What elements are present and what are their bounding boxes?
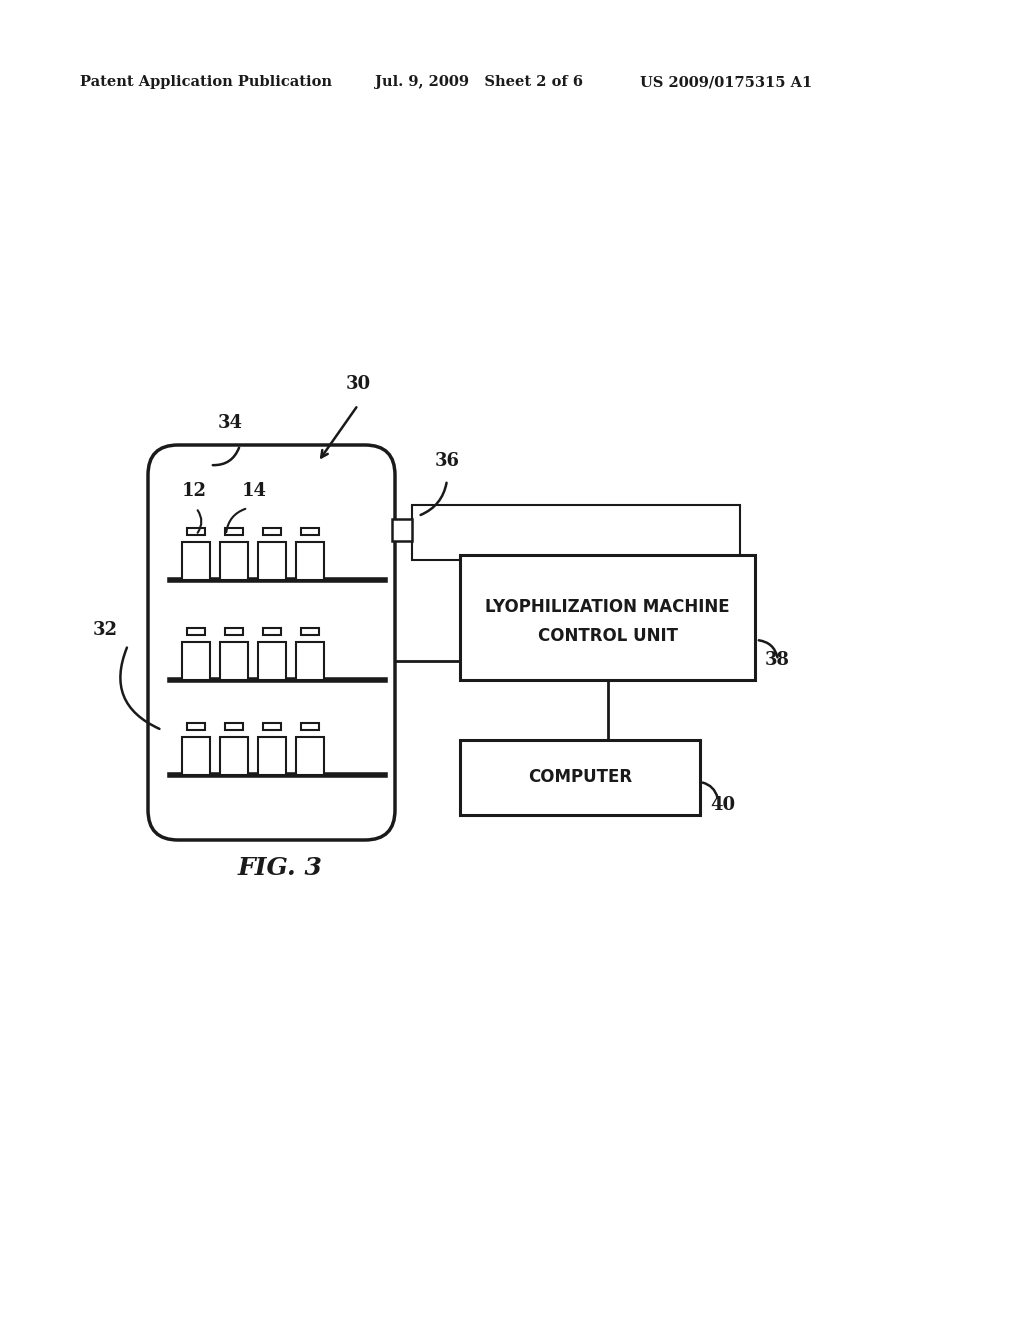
Bar <box>263 628 281 635</box>
Text: CONTROL UNIT: CONTROL UNIT <box>538 627 678 645</box>
Text: 40: 40 <box>710 796 735 814</box>
Bar <box>296 642 324 680</box>
Bar <box>225 628 243 635</box>
Bar <box>412 506 740 560</box>
Bar <box>182 642 210 680</box>
Text: 12: 12 <box>182 482 207 500</box>
Bar <box>263 723 281 730</box>
Text: LYOPHILIZATION MACHINE: LYOPHILIZATION MACHINE <box>485 598 730 616</box>
Text: 14: 14 <box>242 482 267 500</box>
Bar <box>258 737 286 775</box>
Bar <box>225 528 243 535</box>
Bar <box>220 543 248 579</box>
Bar <box>460 741 700 814</box>
Bar <box>187 628 205 635</box>
Text: 38: 38 <box>765 651 790 669</box>
FancyBboxPatch shape <box>148 445 395 840</box>
Text: FIG. 3: FIG. 3 <box>238 855 323 880</box>
Text: 30: 30 <box>345 375 371 393</box>
Bar <box>182 737 210 775</box>
Bar <box>220 642 248 680</box>
Bar <box>296 737 324 775</box>
Bar <box>220 737 248 775</box>
Bar <box>187 723 205 730</box>
Bar <box>258 642 286 680</box>
Text: Patent Application Publication: Patent Application Publication <box>80 75 332 88</box>
Bar <box>301 628 319 635</box>
Bar <box>263 528 281 535</box>
Text: 32: 32 <box>93 620 118 639</box>
Bar <box>301 528 319 535</box>
Bar <box>301 723 319 730</box>
Text: Jul. 9, 2009   Sheet 2 of 6: Jul. 9, 2009 Sheet 2 of 6 <box>375 75 583 88</box>
Bar <box>296 543 324 579</box>
Bar <box>187 528 205 535</box>
Text: 36: 36 <box>435 451 460 470</box>
Bar <box>225 723 243 730</box>
Bar <box>182 543 210 579</box>
Text: 34: 34 <box>218 414 243 432</box>
Text: US 2009/0175315 A1: US 2009/0175315 A1 <box>640 75 812 88</box>
Bar <box>392 519 412 541</box>
Text: COMPUTER: COMPUTER <box>528 768 632 787</box>
Bar <box>460 554 755 680</box>
Bar <box>258 543 286 579</box>
